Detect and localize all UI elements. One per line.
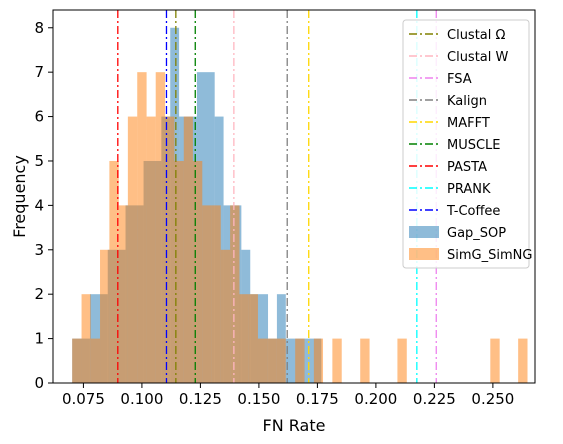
legend-handle-series-1	[409, 248, 439, 260]
legend-label-vline-0: Clustal Ω	[447, 28, 506, 43]
x-axis-label: FN Rate	[263, 416, 326, 435]
bar-simg-simng-19	[248, 294, 258, 383]
legend-label-vline-1: Clustal W	[447, 50, 509, 65]
legend-label-series-0: Gap_SOP	[447, 226, 506, 241]
x-tick-label-5: 0.200	[354, 390, 397, 408]
bar-simg-simng-24	[313, 338, 324, 383]
legend-label-vline-3: Kalign	[447, 94, 487, 109]
legend-handle-series-0	[409, 226, 439, 238]
bar-simg-simng-20	[257, 338, 268, 383]
y-tick-label-7: 7	[34, 63, 44, 81]
bar-simg-simng-5	[118, 205, 128, 383]
x-tick-label-4: 0.175	[296, 390, 339, 408]
bar-simg-simng-21	[267, 338, 277, 383]
legend-label-vline-6: PASTA	[447, 160, 487, 175]
x-tick-label-6: 0.225	[413, 390, 456, 408]
bar-simg-simng-27	[397, 338, 407, 383]
legend-label-series-1: SimG_SimNG	[447, 248, 532, 263]
bar-simg-simng-2	[90, 338, 101, 383]
x-tick-label-3: 0.150	[237, 390, 280, 408]
bar-simg-simng-13	[192, 160, 203, 383]
histogram-bars	[72, 27, 528, 384]
bar-simg-simng-17	[230, 205, 240, 383]
y-axis-label: Frequency	[10, 155, 29, 238]
bar-simg-simng-23	[295, 338, 305, 383]
bar-simg-simng-16	[220, 249, 231, 383]
method-vlines	[117, 10, 437, 383]
y-axis-ticks: 0 1 2 3 4 5 6 7 8	[34, 19, 53, 392]
legend-label-vline-7: PRANK	[447, 182, 491, 197]
bar-simg-simng-1	[81, 294, 91, 383]
bar-simg-simng-29	[518, 338, 528, 383]
y-tick-label-2: 2	[34, 285, 44, 303]
legend-label-vline-5: MUSCLE	[447, 138, 501, 153]
bar-simg-simng-22	[276, 338, 286, 383]
x-tick-label-7: 0.250	[471, 390, 514, 408]
legend-label-vline-8: T-Coffee	[446, 204, 500, 219]
x-tick-label-1: 0.100	[120, 390, 163, 408]
bar-simg-simng-10	[165, 116, 175, 384]
x-tick-label-2: 0.125	[179, 390, 222, 408]
y-tick-label-4: 4	[34, 196, 44, 214]
y-tick-label-0: 0	[34, 374, 44, 392]
bar-simg-simng-0	[72, 338, 82, 383]
bar-simg-simng-6	[127, 116, 138, 384]
bar-gap-sop-17	[303, 338, 313, 383]
bar-simg-simng-11	[174, 160, 184, 383]
bar-simg-simng-9	[155, 72, 166, 384]
bar-simg-simng-3	[100, 249, 110, 383]
legend-label-vline-2: FSA	[447, 72, 472, 87]
plot-frame	[52, 9, 536, 384]
bar-simg-simng-7	[137, 72, 147, 384]
legend-label-vline-4: MAFFT	[447, 116, 490, 131]
bar-simg-simng-8	[146, 116, 156, 384]
y-tick-label-8: 8	[34, 19, 44, 37]
legend: Clustal Ω Clustal W FSA Kalign MAFFT MUSCLE PA…	[402, 19, 532, 269]
bar-simg-simng-12	[183, 116, 193, 384]
bar-simg-simng-15	[211, 205, 221, 383]
x-axis-ticks: 0.075 0.100 0.125 0.150 0.175 0.200 0.225 0.250	[62, 383, 514, 408]
legend-box	[402, 19, 530, 269]
bar-simg-simng-28	[490, 338, 500, 383]
x-tick-label-0: 0.075	[62, 390, 105, 408]
y-tick-label-3: 3	[34, 241, 44, 259]
bar-simg-simng-25	[332, 338, 342, 383]
bar-simg-simng-4	[109, 160, 119, 383]
bar-simg-simng-14	[202, 205, 212, 383]
bar-simg-simng-18	[239, 294, 249, 383]
y-tick-label-6: 6	[34, 108, 44, 126]
y-tick-label-5: 5	[34, 152, 44, 170]
bar-simg-simng-26	[360, 338, 370, 383]
y-tick-label-1: 1	[34, 330, 44, 348]
